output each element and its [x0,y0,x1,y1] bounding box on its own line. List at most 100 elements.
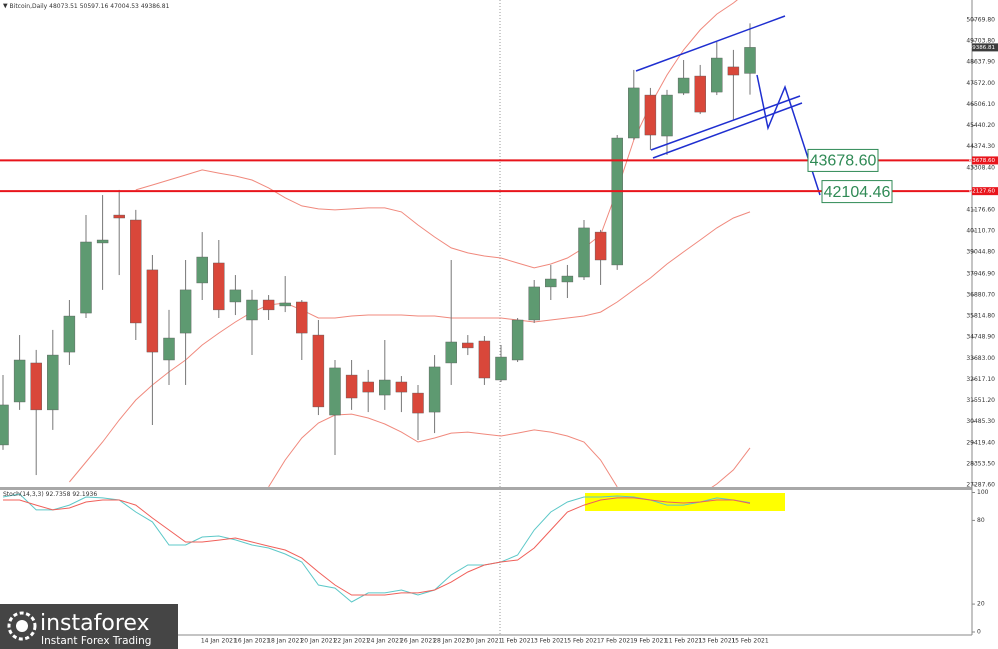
oscillator-line [2,493,751,603]
candle-body [345,374,358,399]
y-tick-label: 33683.00 [966,355,995,362]
candle-body [677,77,690,94]
x-tick-label: 7 Feb 2021 [600,638,634,645]
candle-body [130,219,142,324]
header-high: 50597.16 [80,3,109,10]
y-tick-label: 30485.30 [966,418,995,425]
last-price-label: 49386.81 [969,45,995,51]
target-box [807,148,879,172]
y-tick-label: 48637.90 [966,59,995,66]
x-tick-label: 18 Jan 2021 [267,638,303,645]
channel-lower [652,102,803,159]
candle-body [296,301,308,334]
x-tick-label: 20 Jan 2021 [300,638,336,645]
x-tick-label: 16 Jan 2021 [234,638,270,645]
x-tick-label: 1 Feb 2021 [501,638,535,645]
x-tick-label: 26 Jan 2021 [400,638,436,645]
y-tick-label: 31551.20 [966,397,995,404]
oscillator-title: Stoch(14,3,3) [3,491,44,498]
candle-body [594,231,607,261]
y-tick-label: 32617.10 [966,376,995,383]
target-label: 42104.46 [824,184,891,201]
y-tick-label: 46506.10 [966,101,995,108]
y-tick-label: 40110.70 [966,228,995,235]
candle-body [30,362,42,411]
brand-tagline: Instant Forex Trading [41,635,151,647]
chart-title: Bitcoin,Daily [10,3,48,10]
level-tag-label: 43678.60 [969,158,996,164]
y-tick-label: 80 [977,517,985,524]
oscillator-pane [2,493,751,603]
x-tick-label: 13 Feb 2021 [698,638,736,645]
candle-body [13,359,26,403]
candle-body [478,340,491,379]
y-tick-label: 20 [977,601,985,608]
y-tick-label: 49703.80 [966,38,995,45]
candle-body [711,57,723,93]
y-tick-label: 36880.70 [966,292,995,299]
band-line [711,447,751,487]
candle-body [578,227,590,278]
y-tick-label: 29419.40 [966,439,995,446]
y-tick-label: 50769.80 [966,17,995,24]
candle-body [362,381,374,393]
oscillator-line [3,497,751,596]
candle-body [229,289,242,303]
oscillator-header: Stoch(14,3,3) 92.7358 92.1936 [3,491,97,498]
x-tick-label: 5 Feb 2021 [567,638,601,645]
candle-body [744,47,756,74]
candle-body [96,239,109,244]
x-tick-label: 28 Jan 2021 [433,638,469,645]
y-tick-label: 0 [977,629,981,636]
y-tick-label: 47572.00 [966,80,995,87]
candle-body [246,299,258,321]
candle-body [163,337,175,361]
x-tick-label: 11 Feb 2021 [665,638,703,645]
candle-body [545,278,557,288]
target-label: 43678.60 [810,153,877,170]
band-line [69,211,751,483]
level-tag [972,187,998,196]
header-close: 49386.81 [141,3,170,10]
candle-body [611,137,623,266]
brand-name: instaforex [40,611,150,636]
candle-body [329,367,341,416]
x-tick-label: 30 Jan 2021 [466,638,502,645]
candle-body [47,354,59,411]
band-line [268,413,618,487]
logo-box [0,604,178,649]
y-tick-label: 39044.80 [966,249,995,256]
candle-body [727,66,740,76]
candle-body [445,341,457,364]
y-tick-label: 34748.90 [966,334,995,341]
level-tag [972,156,998,165]
target-box [821,180,893,204]
candle-body [0,404,9,446]
x-tick-label: 3 Feb 2021 [534,638,568,645]
logo-icon [7,611,37,641]
y-tick-label: 27287.60 [966,481,995,488]
candle-body [412,392,424,414]
chart-header: ▼ Bitcoin,Daily 48073.51 50597.16 47004.… [3,3,170,10]
candle-body [113,214,125,219]
level-tag-label: 42127.60 [969,189,996,195]
y-tick-label: 45440.20 [966,122,995,129]
y-tick-label: 100 [977,489,989,496]
candle-body [379,379,391,396]
y-tick-label: 28353.50 [966,460,995,467]
d-value: 92.1936 [72,491,97,498]
candle-body [428,366,441,413]
logo-icon [16,620,28,632]
x-tick-label: 15 Feb 2021 [731,638,769,645]
candle-body [628,87,640,139]
y-tick-label: 43308.40 [966,164,995,171]
last-price-tag [972,43,998,52]
pane-separator [0,487,972,490]
candle-body [462,342,474,349]
candle-body [511,319,524,361]
candle-body [661,94,673,137]
x-tick-label: 22 Jan 2021 [334,638,370,645]
candle-body [312,334,325,408]
candle-body [279,302,291,307]
